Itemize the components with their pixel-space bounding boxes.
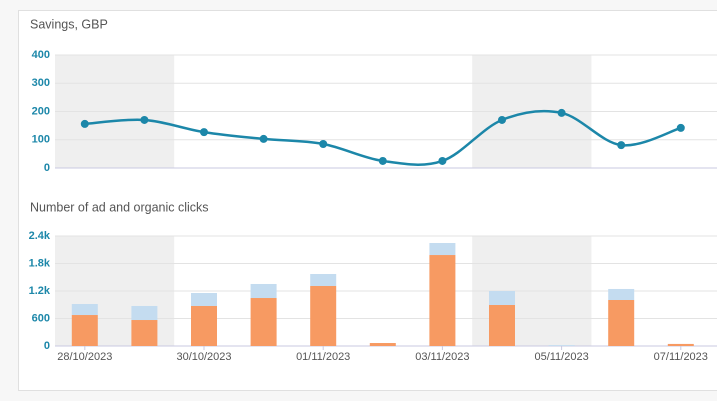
point (557, 108, 566, 117)
bar-segment (191, 305, 217, 346)
point (319, 139, 328, 148)
y-tick-label: 600 (32, 312, 50, 324)
bar-segment (191, 293, 217, 306)
y-tick-label: 300 (32, 77, 50, 89)
x-tick-label: 30/10/2023 (176, 351, 231, 363)
y-tick-label: 2.4k (29, 230, 51, 242)
point (80, 119, 89, 128)
y-tick-label: 1.2k (29, 285, 51, 297)
point (140, 115, 149, 124)
point (676, 123, 685, 132)
chart-title: Number of ad and organic clicks (30, 200, 209, 214)
x-tick-label: 05/11/2023 (534, 351, 588, 363)
point (438, 156, 447, 165)
y-tick-label: 100 (32, 134, 50, 146)
y-tick-label: 400 (32, 49, 50, 61)
bar-segment (310, 286, 337, 346)
bar-segment (667, 343, 694, 346)
bar-segment (429, 243, 456, 256)
bar-segment (489, 291, 515, 305)
point (617, 141, 626, 150)
bar-segment (71, 315, 98, 346)
point (259, 134, 268, 143)
bar-segment (71, 304, 98, 316)
bar-segment (489, 304, 515, 346)
bar-segment (310, 273, 337, 287)
y-tick-label: 0 (44, 340, 50, 352)
x-tick-label: 01/11/2023 (296, 351, 350, 363)
chart-title: Savings, GBP (30, 17, 108, 31)
bar-segment (250, 283, 277, 299)
bar-segment (429, 255, 456, 346)
y-tick-label: 1.8k (29, 257, 51, 269)
point (378, 156, 387, 165)
x-tick-label: 28/10/2023 (57, 351, 112, 363)
point (200, 128, 208, 137)
bar-segment (608, 288, 635, 300)
point (498, 115, 506, 124)
bar-segment (548, 345, 575, 346)
x-tick-label: 07/11/2023 (654, 351, 708, 363)
bar-segment (608, 299, 635, 346)
bar-segment (250, 298, 277, 346)
bar-segment (369, 343, 396, 346)
y-tick-label: 0 (44, 162, 50, 174)
y-tick-label: 200 (32, 105, 50, 117)
bar-segment (131, 320, 158, 346)
bar-segment (131, 305, 158, 321)
x-tick-label: 03/11/2023 (415, 351, 469, 363)
